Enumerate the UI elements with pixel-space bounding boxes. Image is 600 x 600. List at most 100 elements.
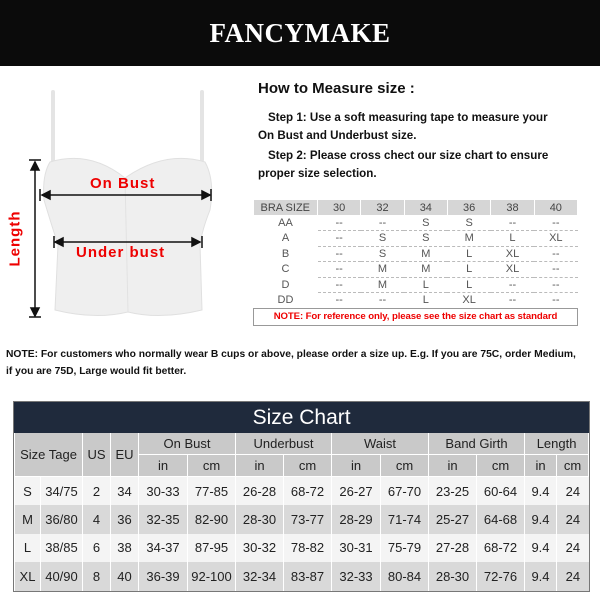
bra-cell: L [490, 230, 535, 247]
size-chart-cell: 28-29 [331, 505, 381, 534]
bra-cell: M [447, 230, 491, 247]
bra-cell: M [360, 261, 405, 278]
bra-cell: XL [534, 230, 578, 247]
size-chart-cell: 64-68 [476, 505, 525, 534]
size-chart-cell: 36 [110, 505, 139, 534]
size-chart-cell: 38/85 [40, 533, 83, 562]
size-chart-cell: L [14, 533, 41, 562]
under-bust-label: Under bust [76, 244, 166, 261]
bra-table-row: DD -- -- L XL -- -- [254, 292, 578, 309]
garment-diagram: On Bust Under bust Length [0, 70, 250, 330]
bra-cell: B [281, 247, 290, 260]
bra-header-cell: 32 [360, 200, 405, 215]
bra-cell: L [447, 261, 491, 278]
bra-cell: L [447, 277, 491, 293]
unit-header: in [524, 454, 557, 477]
bra-cell: XL [490, 246, 535, 262]
bra-cell: -- [317, 292, 361, 309]
size-chart-row: XL 40/90 8 40 36-39 92-100 32-34 83-87 32-33 80-8… [14, 562, 589, 591]
bra-cell: S [360, 230, 405, 247]
size-chart-cell: 24 [555, 476, 589, 505]
unit-header: cm [380, 454, 429, 477]
bra-cell: -- [360, 292, 405, 309]
unit-header: in [331, 454, 381, 477]
size-chart-cell: 24 [555, 505, 589, 534]
size-chart-cell: M [14, 505, 41, 534]
size-chart-cell: 4 [82, 505, 111, 534]
size-chart-cell: 68-72 [283, 476, 332, 505]
bra-cell: XL [447, 292, 491, 309]
size-chart-cell: 26-27 [331, 476, 381, 505]
bra-header-cell: 40 [534, 200, 579, 215]
bra-header-cell: 34 [404, 200, 448, 215]
size-chart-cell: 71-74 [380, 505, 429, 534]
on-bust-label: On Bust [90, 175, 156, 192]
bra-cell: M [404, 261, 448, 278]
bra-header-cell: 30 [317, 200, 362, 215]
howto-title: How to Measure size : [258, 80, 415, 97]
bra-cell: -- [360, 215, 405, 231]
bra-cell: M [360, 277, 405, 293]
size-chart-cell: 34 [110, 476, 139, 505]
bra-cell: S [360, 246, 405, 262]
size-chart-cell: 6 [82, 533, 111, 562]
bra-cell: S [447, 215, 491, 231]
size-chart-header: On Bust [138, 432, 236, 455]
bra-cell: -- [490, 277, 535, 293]
unit-header: cm [555, 454, 590, 477]
size-chart-cell: S [14, 476, 41, 505]
size-chart-cell: 40 [110, 562, 139, 591]
size-chart-table: Size Chart Size Tage US EU On Bust Underbust… [12, 401, 591, 592]
size-chart-header: Length [523, 432, 590, 455]
bra-cell: -- [317, 215, 361, 231]
sizing-note-line1: NOTE: For customers who normally wear B … [6, 349, 576, 360]
size-chart-cell: 72-76 [476, 562, 525, 591]
step2: Step 2: Please cross chect our size char… [268, 149, 549, 162]
size-chart-row: L 38/85 6 38 34-37 87-95 30-32 78-82 30-31 75-79 2… [14, 533, 589, 562]
bra-header-cell: 36 [447, 200, 492, 215]
size-chart-cell: 34/75 [40, 476, 83, 505]
size-chart-cell: 25-27 [428, 505, 477, 534]
step1: Step 1: Use a soft measuring tape to mea… [268, 111, 548, 124]
size-chart-cell: 27-28 [428, 533, 477, 562]
bra-cell: -- [534, 215, 578, 231]
size-chart-cell: 24 [555, 533, 589, 562]
size-chart-cell: 77-85 [187, 476, 236, 505]
size-chart-header: Size Tage [14, 432, 83, 477]
size-chart-header: Waist [331, 432, 429, 455]
size-chart-cell: 2 [82, 476, 111, 505]
bra-cell: S [404, 215, 448, 231]
size-chart-cell: 30-33 [138, 476, 188, 505]
size-chart-header: EU [110, 432, 139, 477]
size-chart-header: US [82, 432, 111, 477]
size-chart-cell: 30-31 [331, 533, 381, 562]
size-chart-cell: 34-37 [138, 533, 188, 562]
bra-cell: -- [317, 261, 361, 278]
bra-cell: -- [490, 292, 535, 309]
size-chart-cell: 78-82 [283, 533, 332, 562]
size-chart-cell: 87-95 [187, 533, 236, 562]
size-chart-cell: 67-70 [380, 476, 429, 505]
brand-banner: FANCYMAKE [0, 0, 600, 66]
bra-cell: M [404, 246, 448, 262]
size-chart-row: S 34/75 2 34 30-33 77-85 26-28 68-72 26-27 67-70 2… [14, 476, 589, 505]
bra-cell: D [281, 278, 290, 291]
bra-table-row: A -- S S M L XL [254, 230, 578, 247]
bra-table-note: NOTE: For reference only, please see the… [253, 307, 578, 326]
size-chart-cell: 8 [82, 562, 111, 591]
bra-size-table: BRA SIZE 30 32 34 36 38 40 AA -- -- S S -- -- A -- S S M L… [253, 200, 579, 326]
size-chart-cell: 75-79 [380, 533, 429, 562]
bra-header-cell: BRA SIZE [253, 200, 318, 215]
bra-table-row: C -- M M L XL -- [254, 261, 578, 278]
bra-table-header: BRA SIZE 30 32 34 36 38 40 [253, 200, 579, 215]
bra-cell: -- [490, 215, 535, 231]
bra-cell: -- [317, 277, 361, 293]
step1-cont: On Bust and Underbust size. [258, 129, 417, 142]
size-chart-cell: 28-30 [235, 505, 284, 534]
size-chart-cell: 9.4 [524, 562, 557, 591]
size-chart-cell: 73-77 [283, 505, 332, 534]
bra-cell: -- [534, 246, 578, 262]
size-chart-cell: 32-33 [331, 562, 381, 591]
unit-header: in [235, 454, 284, 477]
size-chart-cell: 23-25 [428, 476, 477, 505]
